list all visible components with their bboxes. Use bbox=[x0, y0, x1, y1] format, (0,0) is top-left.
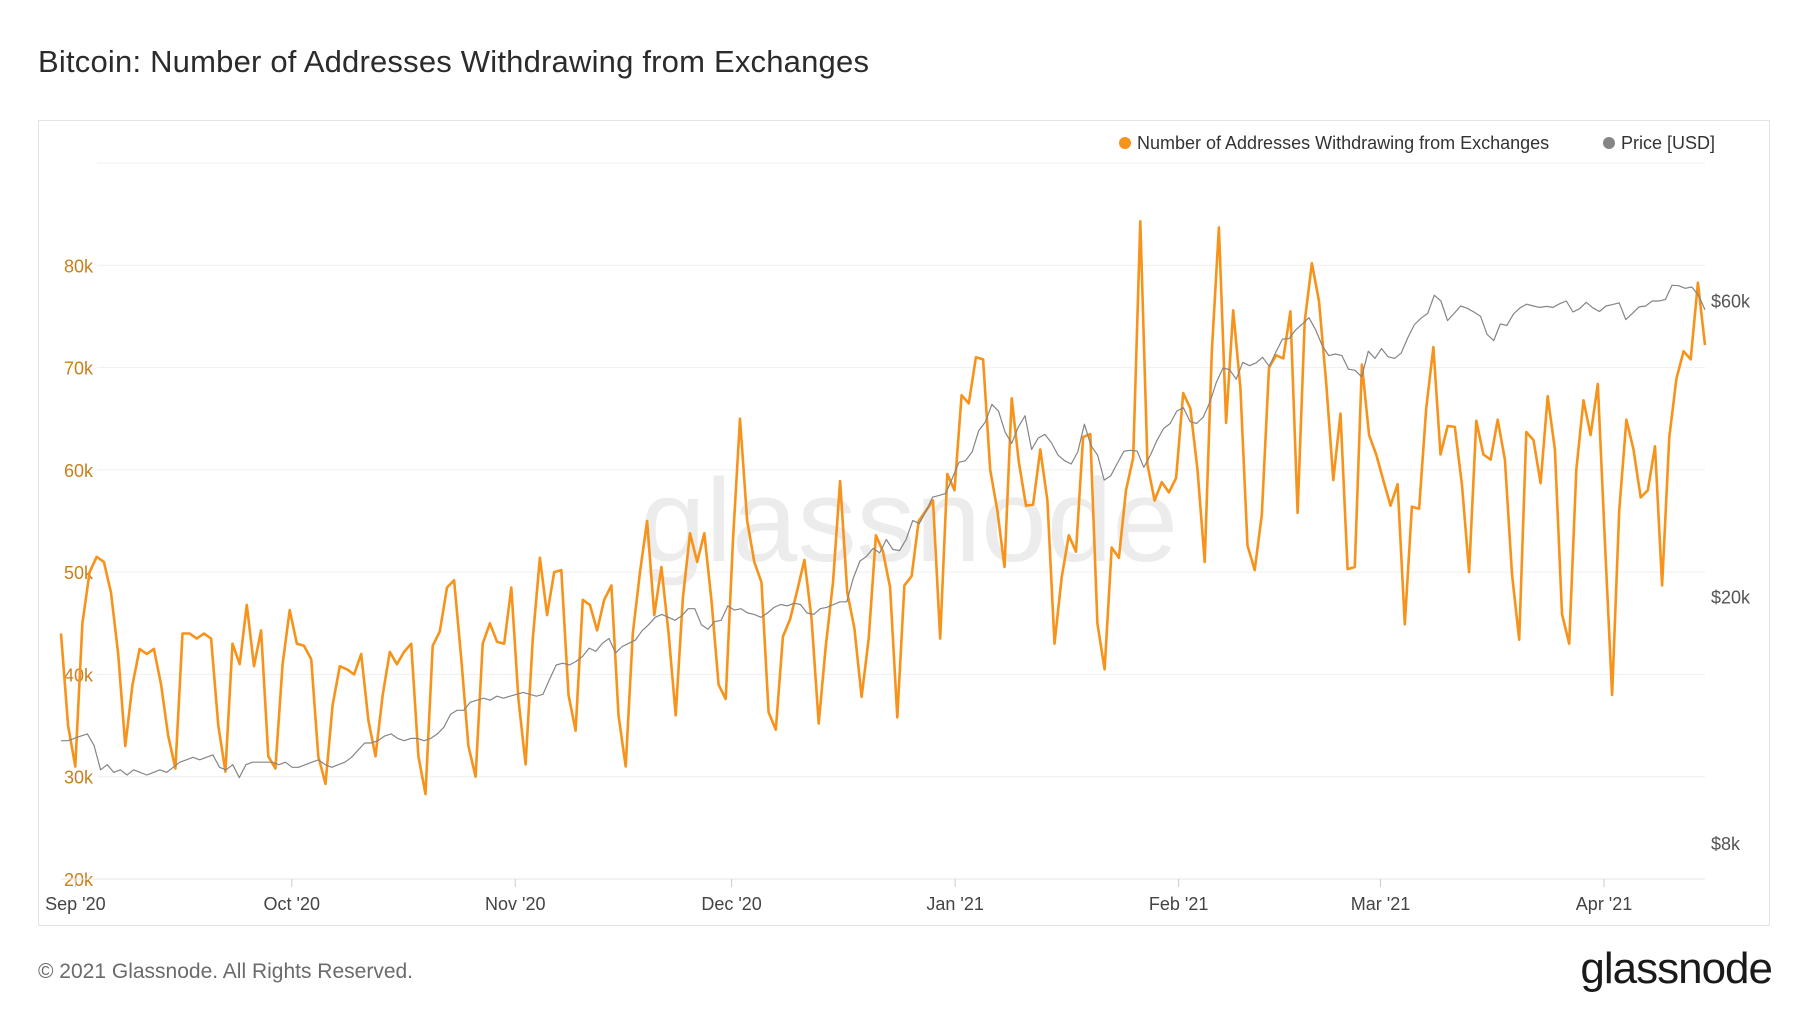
legend-label-addresses: Number of Addresses Withdrawing from Exc… bbox=[1137, 133, 1549, 153]
x-axis-tick-label: Jan '21 bbox=[926, 894, 983, 914]
copyright-text: © 2021 Glassnode. All Rights Reserved. bbox=[38, 960, 414, 983]
x-axis-tick-label: Oct '20 bbox=[264, 894, 320, 914]
left-axis-tick-label: 70k bbox=[64, 359, 94, 379]
x-axis-tick-label: Dec '20 bbox=[701, 894, 761, 914]
x-axis-tick-label: Apr '21 bbox=[1576, 894, 1632, 914]
x-axis-tick-label: Feb '21 bbox=[1149, 894, 1208, 914]
glassnode-watermark: glassnode bbox=[640, 455, 1178, 587]
chart-frame: glassnode 20k 30k 40k 50k 60k 70k 80k $8k $20k $60… bbox=[38, 120, 1770, 926]
series-line-price bbox=[61, 284, 1706, 779]
legend-marker-addresses bbox=[1119, 137, 1131, 149]
legend-marker-price bbox=[1603, 137, 1615, 149]
legend-label-price: Price [USD] bbox=[1621, 133, 1715, 153]
glassnode-logo[interactable]: glassnode bbox=[1580, 944, 1773, 993]
left-axis-tick-label: 60k bbox=[64, 461, 94, 481]
right-axis-tick-label: $8k bbox=[1711, 834, 1741, 854]
right-axis-tick-label: $20k bbox=[1711, 587, 1751, 607]
left-axis-tick-label: 80k bbox=[64, 256, 94, 276]
left-axis-tick-label: 20k bbox=[64, 870, 94, 890]
series-line-addresses bbox=[59, 220, 1707, 796]
x-axis-tick-label: Sep '20 bbox=[45, 894, 106, 914]
x-axis-tick-label: Mar '21 bbox=[1351, 894, 1410, 914]
x-axis-tick-label: Nov '20 bbox=[485, 894, 545, 914]
right-axis-tick-label: $60k bbox=[1711, 292, 1751, 312]
chart: glassnode20k30k40k50k60k70k80k$8k$20k$60… bbox=[45, 133, 1751, 914]
left-axis-tick-label: 30k bbox=[64, 768, 94, 788]
page-title: Bitcoin: Number of Addresses Withdrawing… bbox=[38, 44, 870, 79]
left-axis-tick-label: 50k bbox=[64, 563, 94, 583]
